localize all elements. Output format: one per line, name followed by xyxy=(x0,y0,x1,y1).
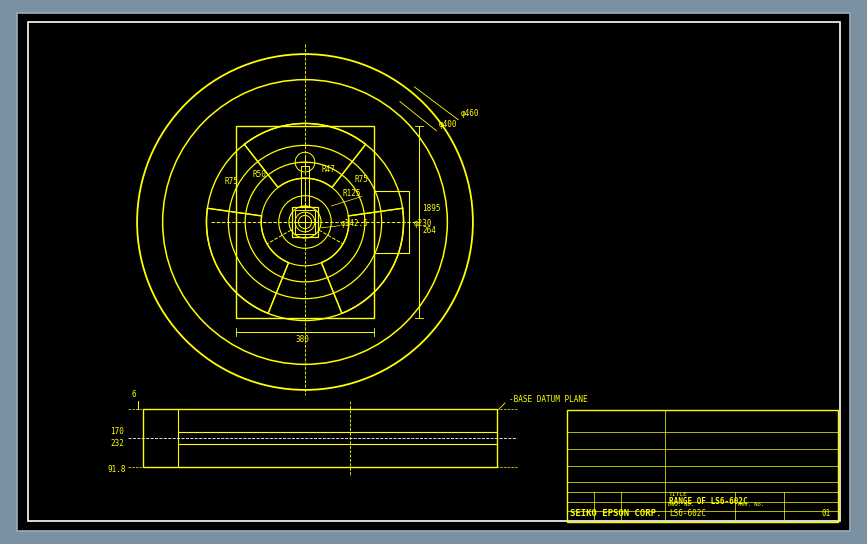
Bar xyxy=(567,410,838,522)
Text: SEIKO EPSON CORP.: SEIKO EPSON CORP. xyxy=(570,509,662,518)
Text: φ460: φ460 xyxy=(460,109,479,118)
Text: 380: 380 xyxy=(296,335,310,344)
Text: -BASE DATUM PLANE: -BASE DATUM PLANE xyxy=(509,395,588,404)
Text: DWG. No.: DWG. No. xyxy=(668,502,694,507)
Text: RANGE OF LS6-602C: RANGE OF LS6-602C xyxy=(668,497,747,506)
Text: R47: R47 xyxy=(321,165,335,175)
Bar xyxy=(143,409,497,467)
Text: R75: R75 xyxy=(225,177,238,186)
Bar xyxy=(301,166,310,206)
Text: R125: R125 xyxy=(343,189,362,199)
Text: 91.8: 91.8 xyxy=(107,465,126,474)
Bar xyxy=(236,126,375,318)
Text: R50: R50 xyxy=(252,170,266,179)
Text: Rev. No.: Rev. No. xyxy=(738,502,764,507)
Text: 232: 232 xyxy=(110,439,124,448)
Bar xyxy=(295,211,316,234)
Text: TITLE: TITLE xyxy=(668,492,688,497)
Bar xyxy=(292,207,318,237)
Text: LS6-602C: LS6-602C xyxy=(669,509,707,518)
Bar xyxy=(375,191,409,252)
Text: φ142.5: φ142.5 xyxy=(341,219,368,228)
Polygon shape xyxy=(17,13,850,531)
Text: R75: R75 xyxy=(355,175,368,184)
Text: φ230: φ230 xyxy=(414,219,433,227)
Text: φ400: φ400 xyxy=(439,120,457,129)
Text: 6: 6 xyxy=(131,390,135,399)
Text: 170: 170 xyxy=(110,427,124,436)
Text: 264: 264 xyxy=(422,226,436,235)
Text: 01: 01 xyxy=(822,509,831,518)
Text: 1895: 1895 xyxy=(422,204,441,213)
